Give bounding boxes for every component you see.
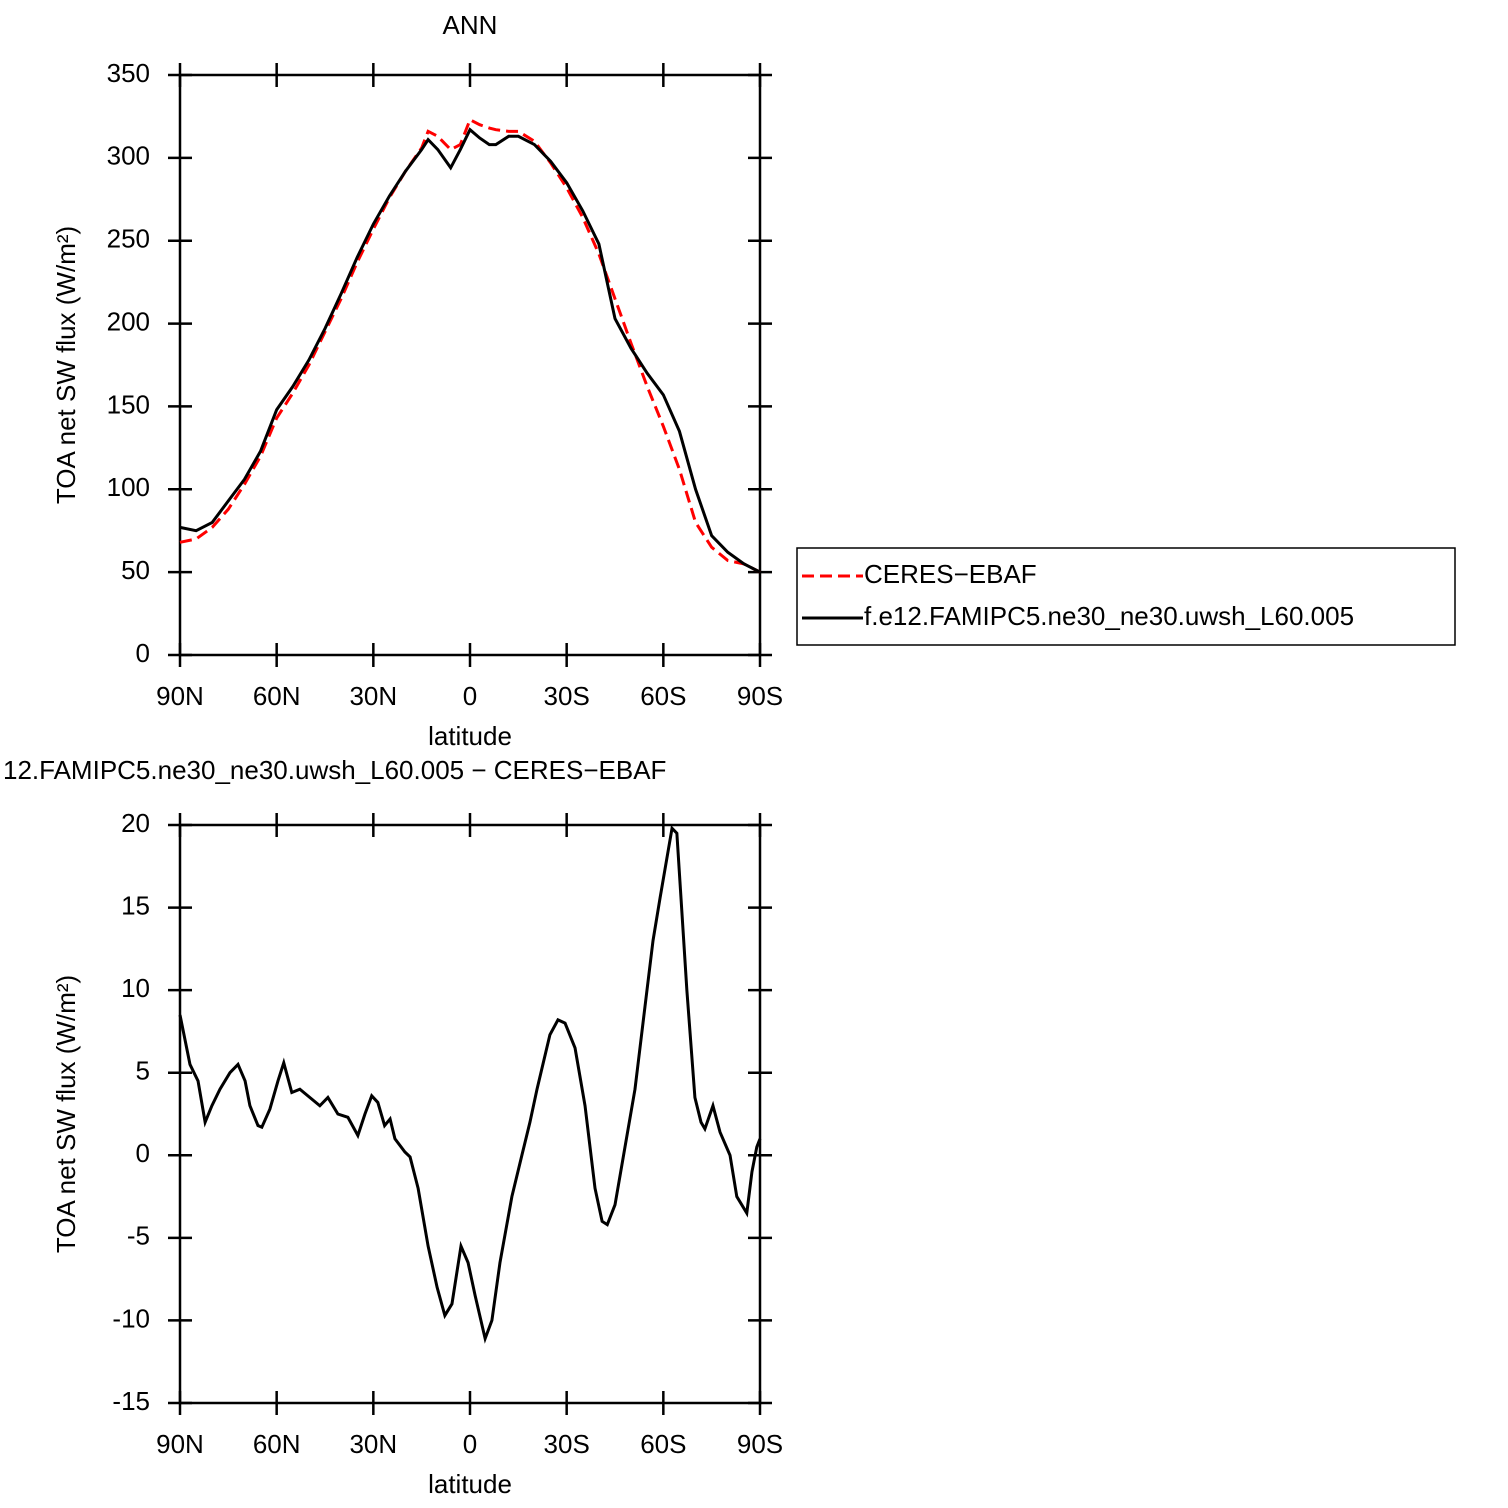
y-tick-label: 250 bbox=[107, 224, 150, 254]
x-tick-label: 60S bbox=[640, 681, 686, 711]
y-tick-label: -5 bbox=[127, 1221, 150, 1251]
x-tick-label: 60N bbox=[253, 681, 301, 711]
x-tick-label: 90S bbox=[737, 681, 783, 711]
y-tick-label: 300 bbox=[107, 141, 150, 171]
x-tick-label: 30S bbox=[544, 1429, 590, 1459]
y-axis-label: TOA net SW flux (W/m²) bbox=[51, 975, 81, 1253]
y-tick-label: 350 bbox=[107, 58, 150, 88]
y-axis-label: TOA net SW flux (W/m²) bbox=[51, 226, 81, 504]
y-tick-label: -15 bbox=[112, 1386, 150, 1416]
y-tick-label: 20 bbox=[121, 808, 150, 838]
y-tick-label: 100 bbox=[107, 472, 150, 502]
x-tick-label: 90N bbox=[156, 1429, 204, 1459]
data-line bbox=[179, 127, 761, 574]
x-tick-label: 30N bbox=[349, 1429, 397, 1459]
y-tick-label: -10 bbox=[112, 1303, 150, 1333]
x-tick-label: 0 bbox=[463, 1429, 477, 1459]
x-tick-label: 90N bbox=[156, 681, 204, 711]
y-tick-label: 50 bbox=[121, 555, 150, 585]
y-tick-label: 5 bbox=[136, 1056, 150, 1086]
data-line bbox=[179, 117, 761, 574]
y-tick-label: 150 bbox=[107, 389, 150, 419]
x-tick-label: 60N bbox=[253, 1429, 301, 1459]
chart-title: ANN bbox=[443, 10, 498, 40]
x-tick-label: 60S bbox=[640, 1429, 686, 1459]
y-tick-label: 0 bbox=[136, 1138, 150, 1168]
x-axis-label: latitude bbox=[428, 1469, 512, 1499]
legend-label: f.e12.FAMIPC5.ne30_ne30.uwsh_L60.005 bbox=[864, 601, 1354, 631]
x-tick-label: 30S bbox=[544, 681, 590, 711]
y-tick-label: 200 bbox=[107, 306, 150, 336]
chart-title: 12.FAMIPC5.ne30_ne30.uwsh_L60.005 − CERE… bbox=[3, 755, 666, 785]
y-tick-label: 10 bbox=[121, 973, 150, 1003]
x-tick-label: 30N bbox=[349, 681, 397, 711]
legend-label: CERES−EBAF bbox=[864, 559, 1037, 589]
x-tick-label: 0 bbox=[463, 681, 477, 711]
data-line bbox=[178, 825, 762, 1344]
x-tick-label: 90S bbox=[737, 1429, 783, 1459]
legend-box bbox=[796, 547, 1456, 646]
x-axis-label: latitude bbox=[428, 721, 512, 751]
plot-frame bbox=[178, 73, 762, 657]
y-tick-label: 15 bbox=[121, 890, 150, 920]
y-tick-label: 0 bbox=[136, 638, 150, 668]
